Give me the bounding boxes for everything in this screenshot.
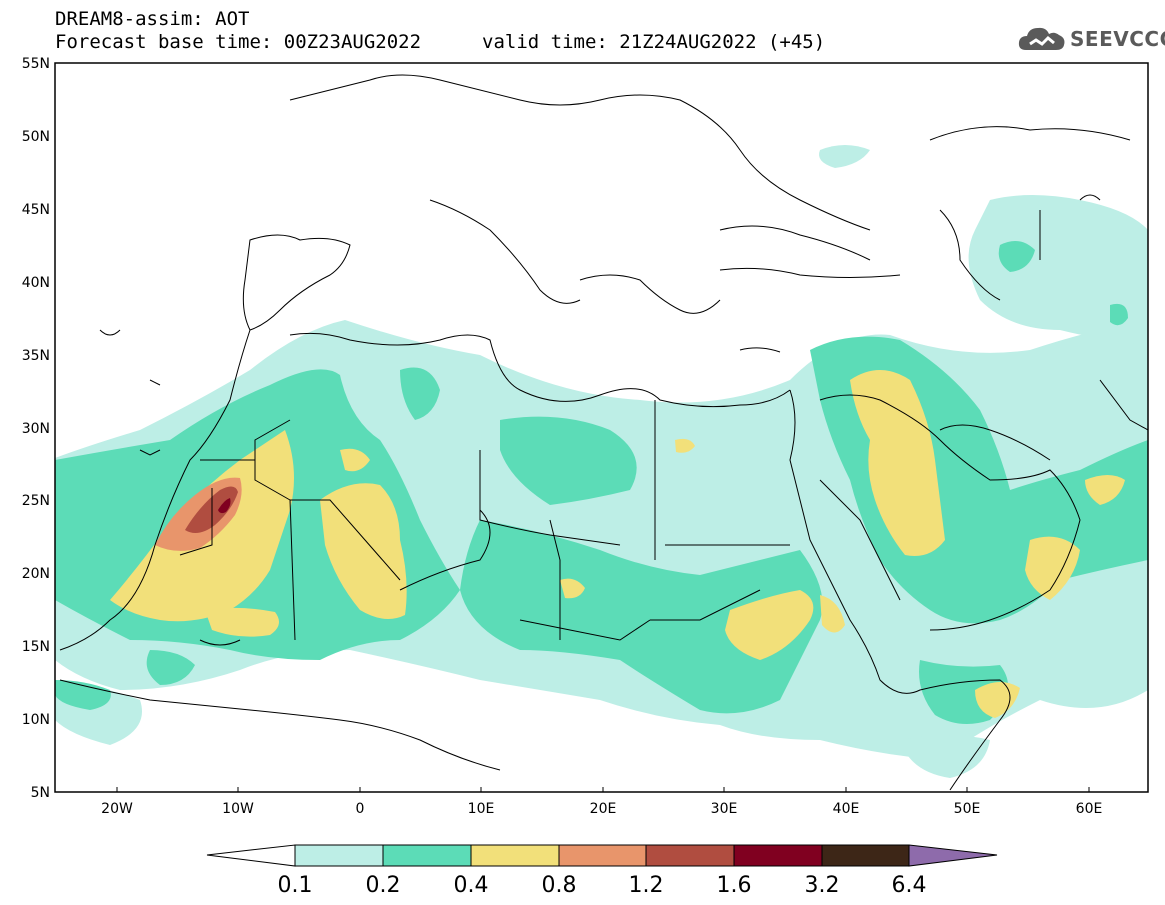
lat-tick-label: 40N: [22, 275, 50, 291]
valid-time: valid time: 21Z24AUG2022 (+45): [482, 31, 826, 53]
lon-tick-label: 40E: [833, 801, 860, 817]
map-title: DREAM8-assim: AOT: [55, 8, 250, 30]
colorbar-swatch: [733, 844, 823, 867]
colorbar: [206, 844, 998, 867]
colorbar-swatch: [821, 844, 910, 867]
aot-contours: [55, 74, 1148, 792]
colorbar-label: 3.2: [805, 873, 840, 898]
lat-tick-label: 50N: [22, 129, 50, 145]
lon-tick-label: 10E: [468, 801, 495, 817]
colorbar-label: 0.2: [366, 873, 401, 898]
lat-tick-label: 5N: [31, 785, 50, 801]
colorbar-left-arrow: [206, 844, 296, 867]
aot-band-1-6: [218, 498, 231, 514]
lat-tick-label: 25N: [22, 493, 50, 509]
colorbar-swatch: [558, 844, 647, 867]
colorbar-right-arrow: [908, 844, 998, 867]
lon-tick-label: 60E: [1076, 801, 1103, 817]
longitude-axis: 20W 10W 0 10E 20E 30E 40E 50E 60E: [101, 801, 1102, 817]
lat-tick-label: 20N: [22, 566, 50, 582]
colorbar-label: 1.6: [717, 873, 752, 898]
colorbar-label: 0.8: [542, 873, 577, 898]
lat-tick-label: 15N: [22, 639, 50, 655]
map-frame: [54, 62, 1149, 793]
coastlines: [59, 74, 1148, 791]
forecast-base-time: Forecast base time: 00Z23AUG2022: [55, 31, 422, 53]
lon-tick-label: 50E: [954, 801, 981, 817]
grid-ticks: [116, 787, 1090, 792]
colorbar-label: 0.1: [278, 873, 313, 898]
seevccc-logo: SEEVCCC: [1016, 22, 1165, 56]
lat-tick-label: 30N: [22, 421, 50, 437]
lon-tick-label: 20E: [590, 801, 617, 817]
logo-text: SEEVCCC: [1070, 27, 1165, 51]
colorbar-swatch: [294, 844, 384, 867]
colorbar-swatch: [382, 844, 472, 867]
lat-tick-label: 10N: [22, 712, 50, 728]
lat-tick-label: 55N: [22, 56, 50, 72]
lat-tick-label: 35N: [22, 348, 50, 364]
colorbar-labels: 0.1 0.2 0.4 0.8 1.2 1.6 3.2 6.4: [278, 873, 927, 898]
colorbar-swatch: [470, 844, 560, 867]
cloud-icon: [1018, 27, 1065, 50]
lon-tick-label: 0: [356, 801, 365, 817]
colorbar-swatch: [645, 844, 735, 867]
colorbar-label: 0.4: [454, 873, 489, 898]
lon-tick-label: 10W: [222, 801, 254, 817]
colorbar-label: 6.4: [892, 873, 927, 898]
lat-tick-label: 45N: [22, 202, 50, 218]
latitude-axis: 5N 10N 15N 20N 25N 30N 35N 40N 45N 50N 5…: [22, 56, 50, 801]
colorbar-label: 1.2: [629, 873, 664, 898]
lon-tick-label: 30E: [711, 801, 738, 817]
lon-tick-label: 20W: [101, 801, 133, 817]
